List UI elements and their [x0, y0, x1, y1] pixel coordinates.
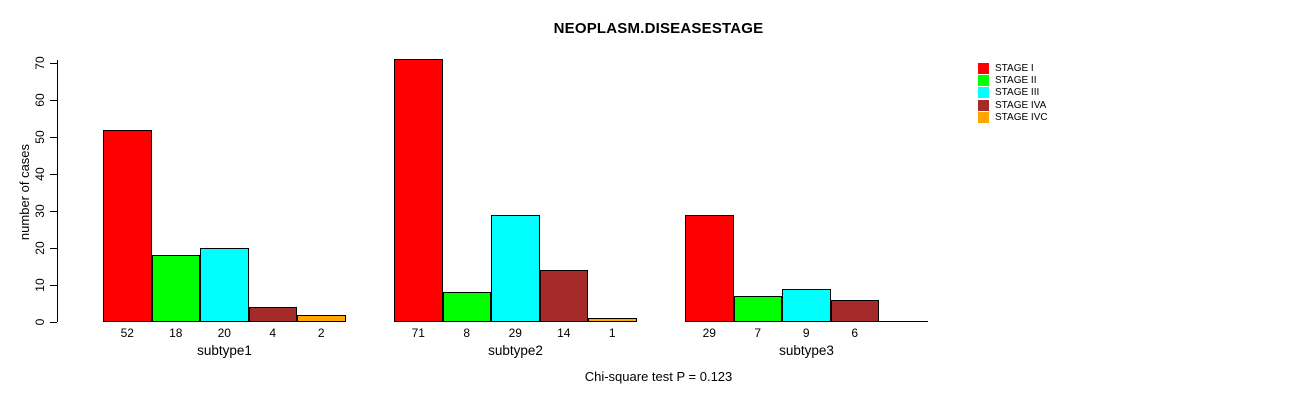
chi-square-note: Chi-square test P = 0.123 — [584, 369, 733, 384]
bar-stage-ivc-subtype1 — [297, 314, 346, 322]
bar-value-label: 9 — [802, 326, 810, 340]
legend-item: STAGE IVC — [978, 112, 1048, 124]
y-tick-label: 10 — [33, 278, 47, 292]
legend-item: STAGE III — [978, 87, 1048, 99]
legend-item: STAGE II — [978, 74, 1048, 87]
category-label: subtype3 — [779, 343, 834, 358]
y-axis-label: number of cases — [17, 143, 32, 241]
y-tick-label: 0 — [33, 318, 47, 326]
bar-stage-iva-subtype2 — [539, 270, 588, 322]
y-tick — [50, 173, 57, 175]
legend-label: STAGE III — [995, 87, 1040, 99]
legend-item: STAGE I — [978, 62, 1048, 74]
y-axis-line — [57, 60, 58, 322]
y-tick — [50, 210, 57, 212]
bar-stage-iva-subtype1 — [248, 307, 297, 322]
bar-stage-i-subtype2 — [394, 59, 443, 322]
legend-label: STAGE I — [995, 62, 1034, 74]
y-tick — [50, 284, 57, 286]
category-label: subtype1 — [197, 343, 252, 358]
bar-value-label: 71 — [411, 326, 425, 340]
legend-swatch-icon — [978, 87, 989, 99]
legend-swatch-icon — [978, 112, 989, 124]
y-tick-label: 50 — [33, 130, 47, 144]
bar-stage-ii-subtype3 — [733, 296, 782, 322]
bar-value-label: 8 — [463, 326, 471, 340]
bar-value-label: 14 — [557, 326, 571, 340]
chart-title: NEOPLASM.DISEASESTAGE — [553, 20, 764, 37]
bar-stage-ivc-subtype2 — [588, 318, 637, 322]
legend-swatch-icon — [978, 75, 989, 87]
bar-value-label: 18 — [169, 326, 183, 340]
legend-swatch-icon — [978, 99, 989, 111]
bar-value-label: 6 — [851, 326, 859, 340]
bar-stage-i-subtype3 — [685, 214, 734, 322]
bar-stage-iii-subtype2 — [491, 214, 540, 322]
bar-value-label: 1 — [608, 326, 616, 340]
legend-item: STAGE IVA — [978, 99, 1048, 111]
legend-label: STAGE II — [995, 75, 1037, 87]
bar-stage-iii-subtype3 — [782, 288, 831, 322]
legend-label: STAGE IVC — [995, 112, 1048, 124]
legend-label: STAGE IVA — [995, 99, 1047, 111]
y-tick-label: 30 — [33, 204, 47, 218]
y-tick — [50, 136, 57, 138]
category-label: subtype2 — [488, 343, 543, 358]
y-tick — [50, 99, 57, 101]
bar-value-label: 7 — [754, 326, 762, 340]
bar-value-label: 52 — [120, 326, 134, 340]
bar-value-label: 29 — [702, 326, 716, 340]
bar-value-label: 20 — [217, 326, 231, 340]
y-tick-label: 20 — [33, 241, 47, 255]
legend-swatch-icon — [978, 62, 989, 74]
y-tick — [50, 321, 57, 323]
legend: STAGE I STAGE II STAGE III STAGE IVA STAGE I… — [978, 62, 1048, 124]
y-tick-label: 70 — [33, 56, 47, 70]
bar-value-label: 29 — [508, 326, 522, 340]
zero-bar-line — [879, 321, 928, 322]
bar-stage-ii-subtype1 — [151, 255, 200, 322]
y-tick-label: 40 — [33, 167, 47, 181]
y-tick — [50, 247, 57, 249]
bar-stage-i-subtype1 — [103, 129, 152, 322]
y-tick — [50, 62, 57, 64]
bar-stage-iva-subtype3 — [830, 299, 879, 322]
bar-value-label: 2 — [317, 326, 325, 340]
bar-value-label: 4 — [269, 326, 277, 340]
y-tick-label: 60 — [33, 93, 47, 107]
bar-stage-ii-subtype2 — [442, 292, 491, 322]
bar-stage-iii-subtype1 — [200, 248, 249, 322]
